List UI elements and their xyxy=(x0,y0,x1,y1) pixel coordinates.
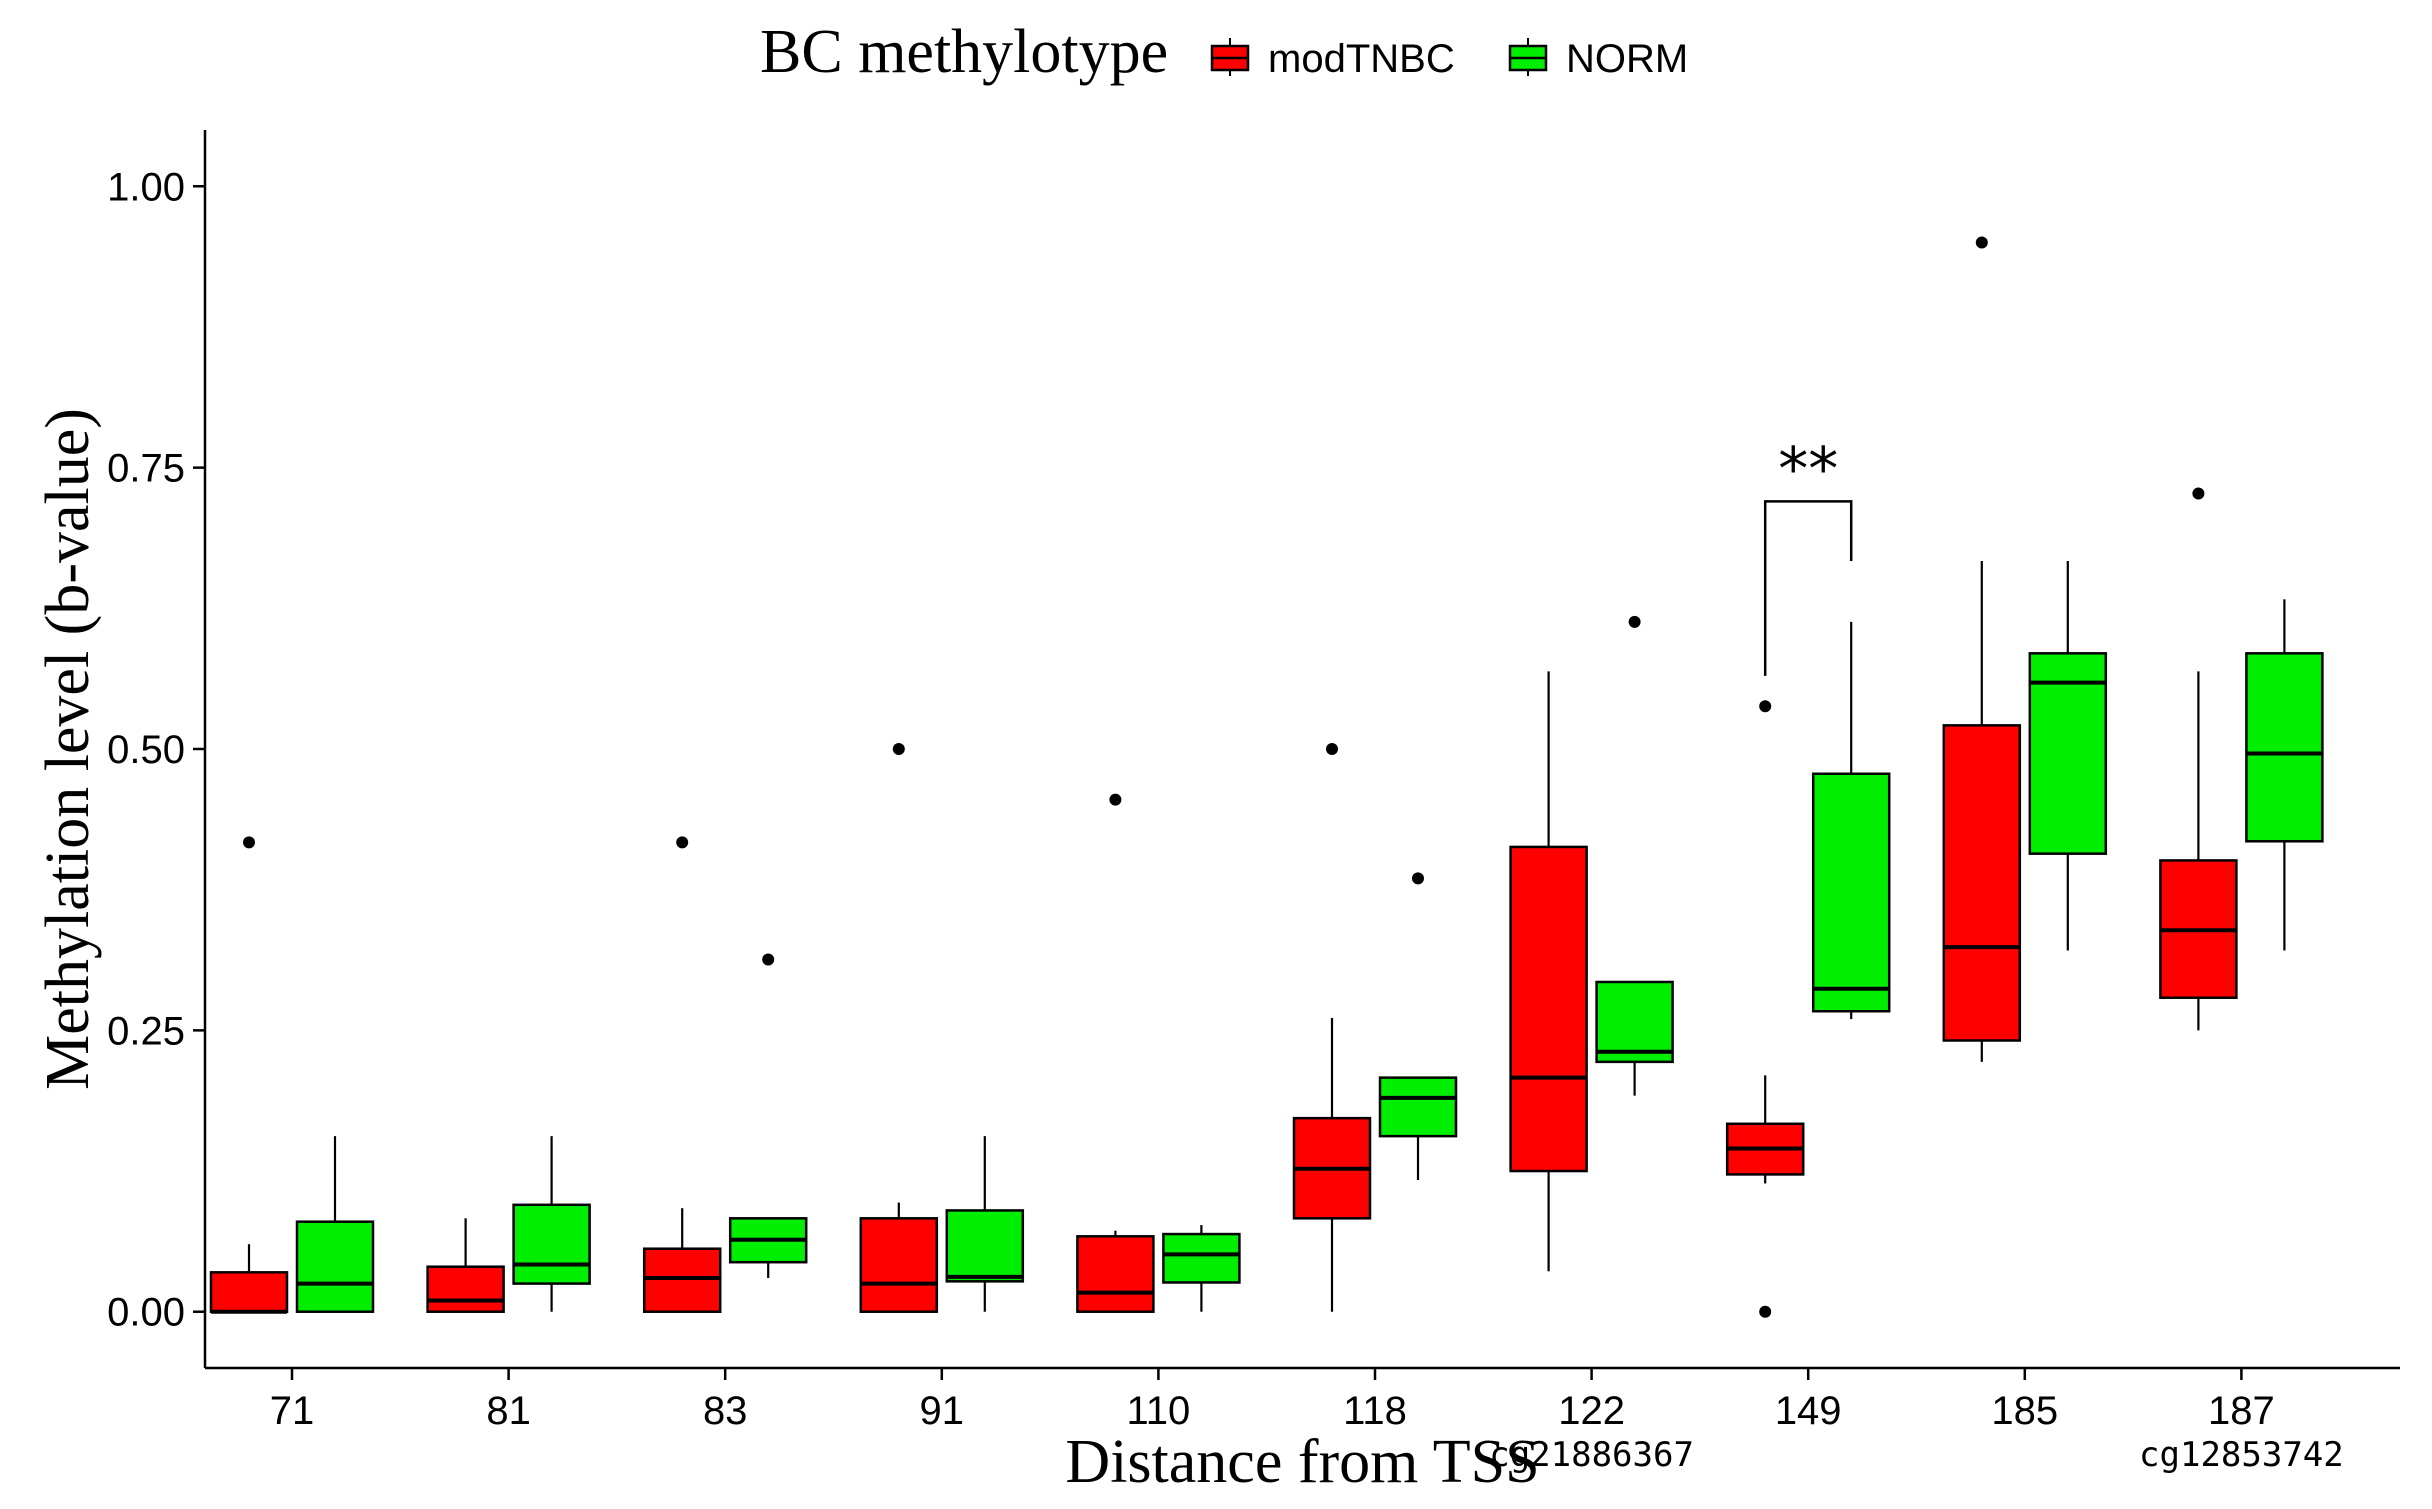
plot-area: ** xyxy=(209,236,2324,1318)
box-modtnbc-81 xyxy=(426,1218,505,1313)
outlier-point xyxy=(243,836,255,849)
bracket-line xyxy=(1763,500,1853,676)
outlier-point xyxy=(676,836,689,849)
significance-label: ** xyxy=(1778,434,1838,504)
box-body xyxy=(1378,1076,1458,1138)
axes: 0.00 0.25 0.50 0.75 1.00 71 81 83 91 110 118 122 149… xyxy=(34,130,2400,1496)
box-body xyxy=(512,1203,591,1285)
box-body xyxy=(426,1265,505,1313)
outlier-point xyxy=(1412,872,1424,885)
y-tick-label: 0.00 xyxy=(107,1291,185,1335)
legend: BC methylotype modTNBC NORM xyxy=(760,18,1688,86)
outlier-point xyxy=(1109,793,1122,806)
x-tick-label: 118 xyxy=(1343,1389,1407,1433)
legend-title: BC methylotype xyxy=(760,18,1168,86)
box-body xyxy=(945,1209,1025,1283)
box-modtnbc-185 xyxy=(1942,236,2022,1062)
box-norm-122 xyxy=(1595,615,1674,1096)
box-norm-81 xyxy=(512,1136,591,1312)
x-tick-label: 185 xyxy=(1991,1389,2058,1433)
box-norm-83 xyxy=(728,953,808,1278)
x-tick-label: 187 xyxy=(2208,1389,2275,1433)
box-body xyxy=(642,1247,722,1313)
outlier-point xyxy=(1628,615,1641,628)
legend-label: NORM xyxy=(1566,37,1688,81)
y-tick-label: 0.50 xyxy=(107,728,185,772)
box-modtnbc-187 xyxy=(2159,487,2238,1031)
box-body xyxy=(1942,724,2022,1042)
box-modtnbc-122 xyxy=(1509,671,1588,1272)
box-norm-110 xyxy=(1162,1225,1241,1312)
probe-label: cg21886367 xyxy=(1489,1435,1694,1475)
box-modtnbc-149 xyxy=(1725,700,1805,1318)
box-modtnbc-110 xyxy=(1076,793,1155,1313)
box-modtnbc-71 xyxy=(209,836,289,1314)
y-tick-label: 0.25 xyxy=(107,1009,185,1053)
box-body xyxy=(1595,980,1674,1064)
outlier-point xyxy=(1326,743,1338,755)
probe-label: cg12853742 xyxy=(2139,1435,2344,1475)
outlier-point xyxy=(1759,1305,1772,1318)
x-tick-label: 91 xyxy=(920,1389,965,1433)
outlier-point xyxy=(2192,487,2205,500)
box-norm-118 xyxy=(1378,872,1458,1181)
box-norm-187 xyxy=(2245,599,2324,951)
legend-label: modTNBC xyxy=(1268,37,1455,81)
x-tick-label: 81 xyxy=(486,1389,531,1433)
outlier-point xyxy=(892,743,905,755)
outlier-point xyxy=(1759,700,1772,713)
outlier-point xyxy=(762,953,775,966)
box-norm-91 xyxy=(945,1136,1025,1312)
x-tick-label: 149 xyxy=(1775,1389,1842,1433)
y-tick-label: 0.75 xyxy=(107,447,185,491)
box-norm-149 xyxy=(1811,621,1891,1020)
box-body xyxy=(859,1217,939,1313)
outlier-point xyxy=(1975,236,1988,249)
box-body xyxy=(295,1220,375,1313)
x-tick-label: 83 xyxy=(703,1389,748,1433)
box-modtnbc-91 xyxy=(859,743,939,1313)
y-axis-title: Methylation level (b-value) xyxy=(34,408,102,1090)
box-body xyxy=(209,1271,289,1313)
box-body xyxy=(1811,772,1891,1013)
x-tick-label: 110 xyxy=(1127,1389,1191,1433)
x-axis-title: Distance from TSS xyxy=(1065,1428,1539,1496)
x-tick-label: 71 xyxy=(270,1389,315,1433)
significance-bracket: ** xyxy=(1763,434,1853,676)
box-modtnbc-118 xyxy=(1292,743,1372,1312)
box-body xyxy=(1509,845,1588,1173)
box-norm-71 xyxy=(295,1136,375,1313)
box-body xyxy=(1162,1232,1241,1284)
box-body xyxy=(1076,1235,1155,1313)
box-body xyxy=(2028,652,2108,855)
box-norm-185 xyxy=(2028,561,2108,951)
box-modtnbc-83 xyxy=(642,836,722,1313)
x-tick-label: 122 xyxy=(1558,1389,1625,1433)
box-body xyxy=(2245,652,2324,843)
y-tick-label: 1.00 xyxy=(107,165,185,209)
